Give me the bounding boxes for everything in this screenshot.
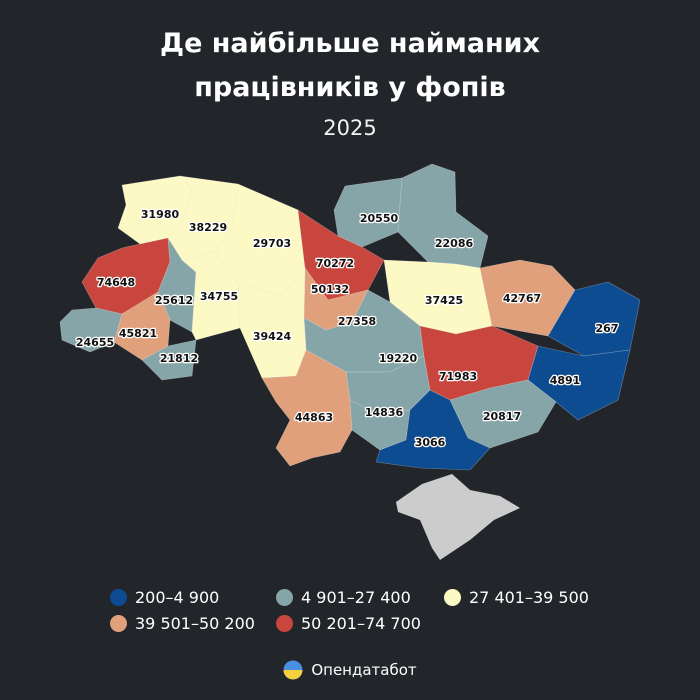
region-value-dnipropetrovsk: 71983 [439,370,477,383]
legend-swatch-class-5 [276,615,293,632]
legend-item-class-4: 39 501–50 200 [110,614,255,633]
region-value-kherson: 3066 [415,436,446,449]
region-ternopil [157,237,197,333]
region-zakarpattia [59,307,123,353]
region-value-zaporizhzhia: 20817 [483,410,521,423]
region-value-khmelnytskyi: 34755 [200,290,238,303]
region-value-sumy: 22086 [435,237,474,250]
legend-swatch-class-2 [276,589,293,606]
region-value-mykolaiv: 19220 [379,352,418,365]
region-kyiv [297,209,385,301]
opendatabot-logo-icon [283,660,303,680]
region-sumy [397,163,489,269]
legend-label-class-1: 200–4 900 [135,588,220,607]
legend-swatch-class-3 [444,589,461,606]
region-kherson [375,389,491,471]
region-value-chernivtsi: 21812 [160,352,198,365]
region-value-ivano-frankivsk: 45821 [119,327,157,340]
legend-item-class-1: 200–4 900 [110,588,219,607]
region-crimea [396,474,520,560]
legend-swatch-class-1 [110,589,127,606]
region-value-chernihiv: 20550 [360,212,399,225]
region-odesa [261,349,353,467]
title-line-2: працівників у фопів [194,72,506,103]
region-value-mykolaiv-south: 14836 [365,406,404,419]
region-value-donetsk: 4891 [550,374,581,387]
legend-swatch-class-4 [110,615,127,632]
map-title: Де найбільше найманих працівників у фопі… [0,22,700,110]
region-value-lviv: 74648 [97,276,135,289]
region-value-volyn: 31980 [141,208,180,221]
legend-label-class-2: 4 901–27 400 [301,588,411,607]
region-value-kharkiv: 42767 [503,292,541,305]
map-year: 2025 [323,116,377,140]
legend-item-class-2: 4 901–27 400 [276,588,411,607]
legend-item-class-3: 27 401–39 500 [444,588,589,607]
region-value-vinnytsia: 39424 [253,330,292,343]
region-donetsk [527,345,631,421]
region-zaporizhzhia [449,379,557,449]
legend-label-class-3: 27 401–39 500 [469,588,589,607]
region-value-kyiv: 70272 [316,257,354,270]
region-value-luhansk: 267 [596,322,619,335]
region-value-kirovohrad: 27358 [338,315,376,328]
brand-footer: Опендатабот [0,660,700,680]
legend-item-class-5: 50 201–74 700 [276,614,421,633]
region-khmelnytskyi [181,251,241,341]
legend-label-class-4: 39 501–50 200 [135,614,255,633]
legend-label-class-5: 50 201–74 700 [301,614,421,633]
title-line-1: Де найбільше найманих [160,28,540,59]
region-value-poltava: 37425 [425,294,463,307]
region-value-rivne: 38229 [189,221,227,234]
region-value-cherkasy: 50132 [311,283,349,296]
region-value-zakarpattia: 24655 [76,336,114,349]
brand-name: Опендатабот [311,661,417,679]
region-chernivtsi [141,339,197,381]
region-value-zhytomyr: 29703 [253,237,291,250]
region-value-ternopil: 25612 [155,294,193,307]
region-value-odesa: 44863 [295,411,333,424]
